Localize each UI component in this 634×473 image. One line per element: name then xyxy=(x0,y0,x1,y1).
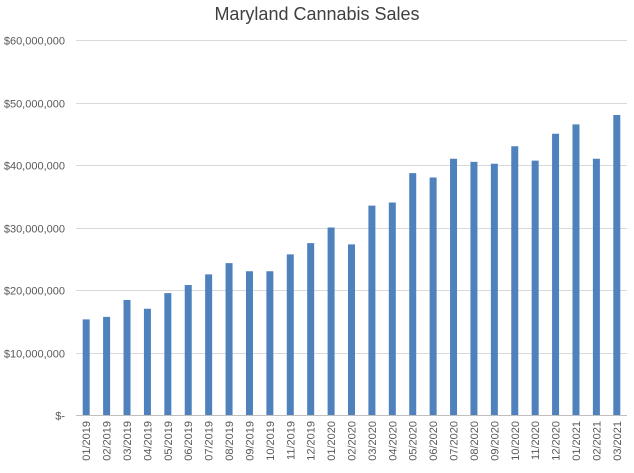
x-tick-label: 01/2020 xyxy=(326,421,338,461)
x-tick-label: 11/2019 xyxy=(285,421,297,460)
x-tick-label: 04/2020 xyxy=(387,421,399,461)
bar-02-2021 xyxy=(592,158,600,415)
bar-07-2020 xyxy=(450,158,458,415)
x-tick-label: 02/2021 xyxy=(591,421,603,461)
bar-08-2020 xyxy=(470,161,478,415)
x-tick-label: 09/2019 xyxy=(244,421,256,461)
bar-11-2019 xyxy=(286,254,294,416)
bar-01-2021 xyxy=(572,124,580,416)
x-tick-label: 02/2019 xyxy=(102,421,114,461)
bar-03-2019 xyxy=(123,300,131,415)
x-tick-label: 06/2019 xyxy=(183,421,195,461)
bar-07-2019 xyxy=(205,274,213,416)
x-tick-label: 10/2020 xyxy=(510,421,522,461)
bar-10-2019 xyxy=(266,271,274,415)
bar-10-2020 xyxy=(511,146,519,415)
bar-11-2020 xyxy=(531,160,539,416)
bar-02-2020 xyxy=(348,244,355,416)
x-tick-label: 11/2020 xyxy=(530,421,542,460)
x-tick-label: 12/2019 xyxy=(306,421,318,461)
bar-05-2020 xyxy=(409,173,417,416)
bar-03-2020 xyxy=(368,205,376,416)
bar-08-2019 xyxy=(225,263,233,416)
bar-12-2020 xyxy=(552,133,560,415)
y-tick-label: $40,000,000 xyxy=(4,161,65,173)
y-tick-label: $60,000,000 xyxy=(4,36,65,48)
x-tick-label: 06/2020 xyxy=(428,421,440,461)
bar-03-2021 xyxy=(613,115,621,415)
x-axis-tick-labels: 01/2019 02/2019 03/2019 04/2019 05/2019 06/20… xyxy=(81,421,624,461)
bar-06-2020 xyxy=(429,177,437,415)
x-tick-label: 08/2019 xyxy=(224,421,236,461)
x-tick-label: 03/2020 xyxy=(367,421,379,461)
x-tick-label: 09/2020 xyxy=(489,421,501,461)
bar-12-2019 xyxy=(307,243,315,416)
x-tick-label: 01/2019 xyxy=(81,421,93,461)
bar-06-2019 xyxy=(184,285,192,415)
chart-title: Maryland Cannabis Sales xyxy=(214,4,419,24)
x-tick-label: 10/2019 xyxy=(265,421,277,461)
bar-09-2019 xyxy=(245,271,253,415)
x-tick-label: 07/2019 xyxy=(204,421,216,461)
bar-01-2019 xyxy=(82,319,90,416)
x-tick-label: 08/2020 xyxy=(469,421,481,461)
y-axis-tick-labels: $- $10,000,000 $20,000,000 $30,000,000 $40,0… xyxy=(4,36,66,423)
y-tick-label: $50,000,000 xyxy=(4,99,65,111)
bar-04-2019 xyxy=(143,308,151,415)
bar-09-2020 xyxy=(490,163,498,415)
x-tick-label: 03/2021 xyxy=(612,421,624,461)
bar-01-2020 xyxy=(327,227,335,415)
x-tick-label: 05/2020 xyxy=(408,421,420,461)
x-tick-label: 07/2020 xyxy=(449,421,461,461)
x-tick-label: 01/2021 xyxy=(571,421,583,461)
bar-04-2020 xyxy=(388,202,396,415)
y-tick-label: $- xyxy=(55,411,65,423)
y-tick-label: $30,000,000 xyxy=(4,224,65,236)
y-tick-label: $20,000,000 xyxy=(4,286,65,298)
x-tick-label: 12/2020 xyxy=(551,421,563,461)
bar-02-2019 xyxy=(103,316,111,416)
x-tick-label: 02/2020 xyxy=(347,421,359,461)
bar-05-2019 xyxy=(164,293,172,416)
x-tick-label: 03/2019 xyxy=(122,421,134,461)
x-tick-label: 04/2019 xyxy=(142,421,154,461)
bars xyxy=(82,115,621,416)
y-tick-label: $10,000,000 xyxy=(4,349,65,361)
x-tick-label: 05/2019 xyxy=(163,421,175,461)
